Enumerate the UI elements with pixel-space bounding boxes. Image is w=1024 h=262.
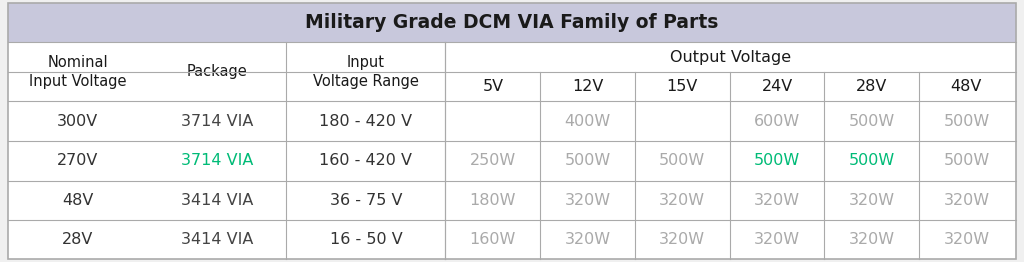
Text: 160 - 420 V: 160 - 420 V (319, 153, 413, 168)
Text: 320W: 320W (564, 193, 610, 208)
Text: 320W: 320W (754, 232, 800, 247)
Text: Military Grade DCM VIA Family of Parts: Military Grade DCM VIA Family of Parts (305, 13, 719, 32)
Text: 300V: 300V (57, 114, 98, 129)
Text: 500W: 500W (849, 153, 895, 168)
Text: 160W: 160W (470, 232, 516, 247)
Bar (8, 42, 1016, 259)
Text: 500W: 500W (849, 114, 895, 129)
Text: 15V: 15V (667, 79, 698, 94)
Text: 500W: 500W (943, 153, 989, 168)
Text: Input
Voltage Range: Input Voltage Range (313, 54, 419, 89)
Text: 16 - 50 V: 16 - 50 V (330, 232, 402, 247)
Text: 500W: 500W (943, 114, 989, 129)
Text: 320W: 320W (659, 193, 706, 208)
Text: 320W: 320W (943, 232, 989, 247)
Text: 320W: 320W (849, 193, 895, 208)
Text: 3714 VIA: 3714 VIA (180, 114, 253, 129)
Text: 180W: 180W (470, 193, 516, 208)
Text: 28V: 28V (856, 79, 888, 94)
Text: 180 - 420 V: 180 - 420 V (319, 114, 413, 129)
Text: 3414 VIA: 3414 VIA (180, 232, 253, 247)
Text: 320W: 320W (754, 193, 800, 208)
Text: 500W: 500W (754, 153, 800, 168)
Text: 320W: 320W (659, 232, 706, 247)
Text: Package: Package (186, 64, 247, 79)
Text: 5V: 5V (482, 79, 504, 94)
Text: 3714 VIA: 3714 VIA (180, 153, 253, 168)
Text: 500W: 500W (564, 153, 610, 168)
Text: 24V: 24V (762, 79, 793, 94)
Text: 320W: 320W (564, 232, 610, 247)
Text: 48V: 48V (62, 193, 93, 208)
Text: 320W: 320W (849, 232, 895, 247)
Text: 500W: 500W (659, 153, 706, 168)
Text: 400W: 400W (564, 114, 610, 129)
Bar (8, 3, 1016, 42)
Text: Nominal
Input Voltage: Nominal Input Voltage (29, 54, 127, 89)
Text: Output Voltage: Output Voltage (670, 50, 792, 65)
Text: 12V: 12V (571, 79, 603, 94)
Text: 320W: 320W (943, 193, 989, 208)
Text: 36 - 75 V: 36 - 75 V (330, 193, 402, 208)
Text: 600W: 600W (754, 114, 800, 129)
Text: 270V: 270V (57, 153, 98, 168)
Text: 28V: 28V (62, 232, 93, 247)
Text: 250W: 250W (470, 153, 516, 168)
Text: 48V: 48V (950, 79, 982, 94)
Text: 3414 VIA: 3414 VIA (180, 193, 253, 208)
